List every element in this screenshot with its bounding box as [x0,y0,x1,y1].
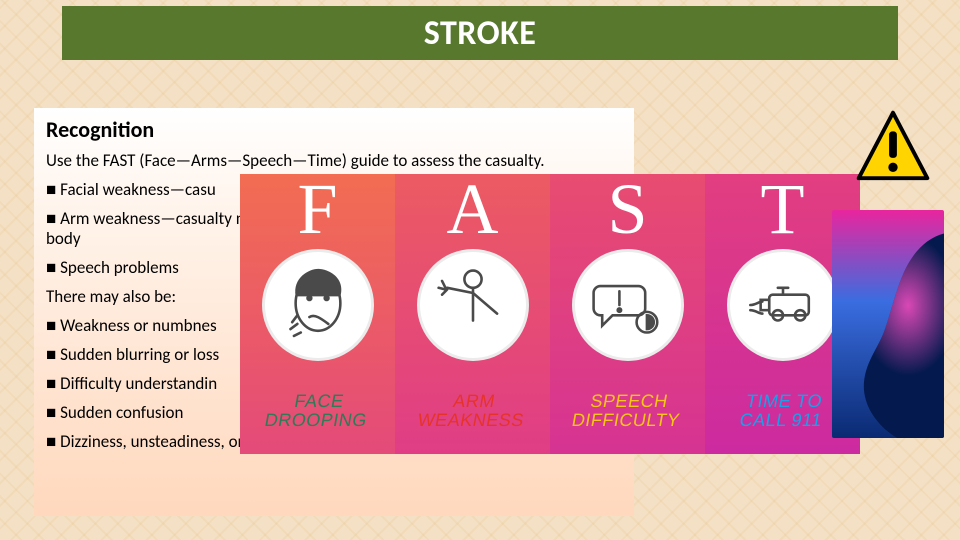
fast-letter-t: T [761,168,805,251]
fast-speech-icon [572,249,684,361]
fast-caption-speech: SPEECH DIFFICULTY [547,392,709,430]
fast-caption-arm: ARM WEAKNESS [392,392,554,430]
fast-infographic: F FACE DROOPING A [240,174,860,454]
fast-caption-face: FACE DROOPING [237,392,399,430]
slide-title: STROKE [424,13,537,54]
fast-letter-s: S [607,168,647,251]
fast-letter-f: F [297,168,337,251]
recognition-heading: Recognition [46,116,622,143]
fast-time-icon [727,249,839,361]
slide-title-bar: STROKE [62,6,898,60]
warning-icon [854,108,932,186]
fast-panel-arm: A ARM WEAKNESS [395,174,550,454]
fast-panel-face: F FACE DROOPING [240,174,395,454]
fast-panel-speech: S SPEECH DIFFICULTY [550,174,705,454]
fast-face-icon [262,249,374,361]
brain-image [832,210,944,438]
fast-letter-a: A [447,168,499,251]
fast-arm-icon [417,249,529,361]
